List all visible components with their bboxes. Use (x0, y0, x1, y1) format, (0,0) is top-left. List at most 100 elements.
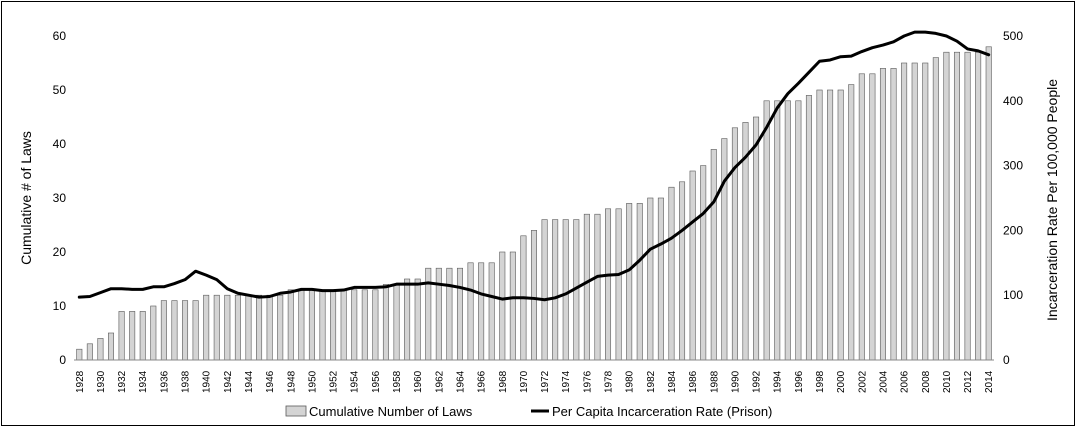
x-tick-2012: 2012 (963, 370, 974, 393)
x-tick-2008: 2008 (921, 370, 932, 393)
bar-2000 (837, 89, 844, 361)
x-tick-1980: 1980 (625, 370, 636, 393)
bar-1998 (816, 89, 823, 361)
bar-1952 (330, 289, 337, 361)
bar-2011 (953, 51, 960, 361)
bar-1954 (351, 289, 358, 361)
y-right-tick-100: 100 (1003, 288, 1023, 302)
x-tick-1976: 1976 (582, 370, 593, 393)
bar-1951 (319, 289, 326, 361)
x-tick-1962: 1962 (434, 370, 445, 393)
incarceration-rate-line (77, 30, 991, 302)
bar-1983 (657, 197, 664, 361)
bar-1958 (393, 284, 400, 361)
bar-1940 (203, 294, 210, 361)
bar-1955 (361, 289, 368, 361)
x-tick-1974: 1974 (561, 370, 572, 393)
x-tick-1960: 1960 (413, 370, 424, 393)
bar-1994 (774, 100, 781, 361)
y-right-tick-200: 200 (1003, 223, 1023, 237)
bar-1939 (192, 300, 199, 361)
bar-1997 (805, 95, 812, 361)
bar-1959 (404, 278, 411, 361)
bar-1928 (76, 348, 83, 361)
x-tick-1994: 1994 (773, 370, 784, 393)
x-tick-1942: 1942 (223, 370, 234, 393)
bar-1935 (150, 305, 157, 361)
y-right-tick-0: 0 (1003, 353, 1010, 367)
bar-1953 (340, 289, 347, 361)
x-tick-1998: 1998 (815, 370, 826, 393)
bar-1965 (467, 262, 474, 361)
x-tick-2004: 2004 (878, 370, 889, 393)
x-tick-1948: 1948 (286, 370, 297, 393)
x-tick-1936: 1936 (159, 370, 170, 393)
x-tick-1928: 1928 (75, 370, 86, 393)
bar-1971 (530, 230, 537, 361)
y-left-tick-20: 20 (53, 245, 67, 259)
bar-1944 (245, 294, 252, 361)
bar-1964 (456, 267, 463, 361)
bar-2005 (890, 68, 897, 361)
x-tick-2002: 2002 (857, 370, 868, 393)
y-right-tick-500: 500 (1003, 29, 1023, 43)
y-left-tick-10: 10 (53, 299, 67, 313)
bar-2010 (943, 51, 950, 361)
x-tick-1966: 1966 (477, 370, 488, 393)
y-left-axis-title: Cumulative # of Laws (18, 131, 34, 265)
x-tick-1944: 1944 (244, 370, 255, 393)
y-right-tick-300: 300 (1003, 159, 1023, 173)
bar-1996 (795, 100, 802, 361)
bar-2007 (911, 62, 918, 361)
bar-2012 (964, 51, 971, 361)
bar-1929 (86, 343, 93, 361)
bar-1932 (118, 311, 125, 361)
bar-2003 (869, 73, 876, 361)
legend-label-incarceration: Per Capita Incarceration Rate (Prison) (552, 404, 772, 419)
bar-1930 (97, 338, 104, 361)
x-tick-1958: 1958 (392, 370, 403, 393)
bar-2009 (932, 57, 939, 361)
bar-1950 (308, 289, 315, 361)
bar-2006 (901, 62, 908, 361)
bar-2004 (879, 68, 886, 361)
bar-1990 (731, 127, 738, 361)
x-tick-1934: 1934 (138, 370, 149, 393)
bar-1949 (298, 289, 305, 361)
x-tick-1932: 1932 (117, 370, 128, 393)
bar-1943 (234, 294, 241, 361)
bar-1957 (382, 284, 389, 361)
x-tick-1996: 1996 (794, 370, 805, 393)
bar-2001 (848, 84, 855, 361)
bar-1968 (499, 251, 506, 361)
x-tick-1970: 1970 (519, 370, 530, 393)
bar-1962 (435, 267, 442, 361)
bar-1969 (509, 251, 516, 361)
bar-1988 (710, 149, 717, 361)
legend-label-laws: Cumulative Number of Laws (309, 404, 473, 419)
bar-1979 (615, 208, 622, 361)
x-tick-1992: 1992 (752, 370, 763, 393)
bar-1985 (679, 181, 686, 361)
bar-1931 (108, 332, 115, 361)
x-tick-1972: 1972 (540, 370, 551, 393)
bar-1984 (668, 186, 675, 361)
bar-1937 (171, 300, 178, 361)
bar-1973 (552, 219, 559, 361)
x-tick-1978: 1978 (604, 370, 615, 393)
x-tick-1930: 1930 (96, 370, 107, 393)
x-tick-1938: 1938 (181, 370, 192, 393)
x-tick-1968: 1968 (498, 370, 509, 393)
x-tick-2006: 2006 (900, 370, 911, 393)
bar-2013 (975, 51, 982, 361)
bar-1946 (266, 294, 273, 361)
bar-1972 (541, 219, 548, 361)
x-tick-1986: 1986 (688, 370, 699, 393)
y-right-tick-400: 400 (1003, 94, 1023, 108)
y-left-tick-60: 60 (53, 29, 67, 43)
x-tick-1946: 1946 (265, 370, 276, 393)
x-tick-1956: 1956 (371, 370, 382, 393)
bar-1981 (636, 203, 643, 361)
x-tick-1940: 1940 (202, 370, 213, 393)
bar-1978 (605, 208, 612, 361)
